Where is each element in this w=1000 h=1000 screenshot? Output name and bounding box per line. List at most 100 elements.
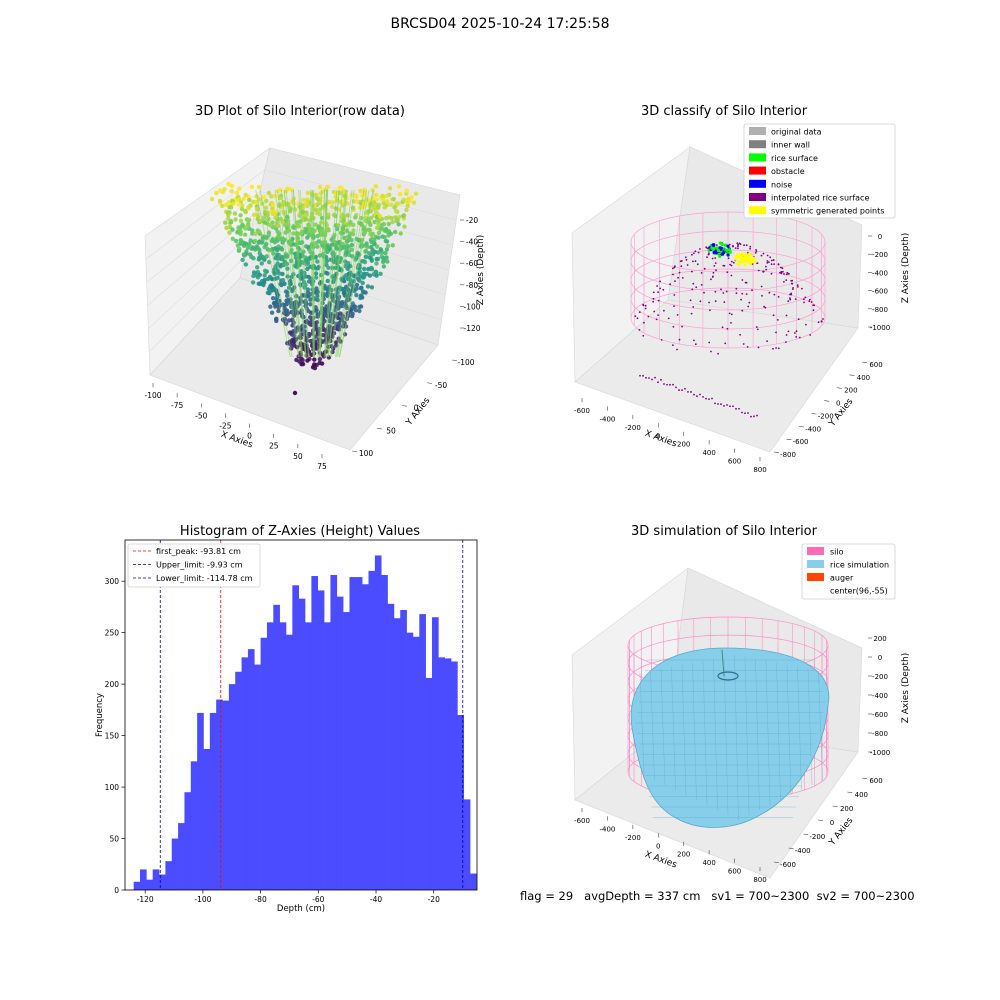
panel3-bar [343, 612, 350, 890]
panel1-y-tick-label: 0 [414, 404, 419, 413]
panel2-x-tick-label: 0 [656, 432, 660, 440]
panel4-x-tick-label: 0 [656, 842, 660, 850]
panel2-legend-swatch [749, 153, 766, 162]
panel3-x-tick-label: -60 [312, 895, 324, 904]
panel2-interp-point [715, 269, 717, 272]
panel2-interp-point [788, 273, 790, 275]
panel2-interp-point [672, 383, 674, 386]
panel1-point [269, 194, 274, 199]
panel2-symmetric-point [743, 253, 747, 257]
panel3-frame [124, 539, 478, 891]
panel2-interp-point [777, 263, 780, 265]
panel2-interp-point [687, 391, 689, 393]
panel2-y-tick-label: -400 [805, 425, 821, 433]
panel1-point [343, 263, 348, 269]
panel2-interp-point [735, 292, 738, 295]
panel2-symmetric-point [734, 257, 738, 261]
panel1-point [316, 239, 321, 244]
panel1-point [382, 205, 387, 210]
panel4-y-tick-label: -200 [809, 833, 825, 841]
panel2-interp-point [785, 314, 788, 317]
panel2-interp-point [787, 300, 790, 303]
panel3-bar [324, 622, 331, 890]
panel3-y-tick-label: 100 [105, 783, 120, 792]
panel4-mesh-line [786, 664, 792, 796]
panel2-interp-point [652, 291, 655, 294]
panel2-y-tick-label: 400 [857, 374, 870, 382]
panel2-interp-point [803, 301, 805, 304]
panel1-point [300, 358, 305, 363]
panel1-streak [280, 189, 302, 358]
panel2-symmetric-point [753, 260, 757, 264]
panel2-interp-point [744, 281, 747, 284]
panel1-point [275, 256, 280, 261]
panel4-z-tick-label: -200 [872, 673, 888, 681]
panel1-point [370, 231, 376, 237]
panel3-bar [266, 622, 274, 890]
panel2-interp-point [820, 320, 823, 323]
panel2-interp-point [651, 378, 653, 381]
panel2-z-tick-label: -800 [872, 306, 888, 314]
panel3-bar [178, 823, 185, 890]
panel1-point [349, 247, 354, 252]
panel3-x-tick-label: -20 [428, 895, 440, 904]
panel1-point [337, 185, 342, 190]
panel1-streak [276, 189, 300, 358]
panel4-z-tick-label: -1000 [870, 749, 890, 757]
panel1-point [352, 304, 358, 309]
panel1-point [313, 207, 319, 213]
panel2-interp-point [634, 315, 637, 317]
panel2-interp-point [699, 300, 702, 303]
panel3-bar [457, 715, 465, 890]
panel2-interp-point [678, 338, 681, 341]
panel4-legend-swatch [807, 547, 824, 555]
panel2-interp-point [798, 336, 801, 339]
panel2-interp-point [776, 319, 779, 321]
panel3-bar [374, 555, 382, 890]
panel4-z-tick-label: -400 [872, 692, 888, 700]
panel2-interp-point [714, 257, 717, 259]
panel1-streak [291, 189, 306, 358]
panel3-y-tick-label: 50 [109, 835, 119, 844]
panel1-point [315, 259, 320, 264]
panel2-interp-point [638, 311, 641, 314]
panel3-bar [165, 861, 173, 890]
panel3-bar [171, 838, 179, 890]
panel2-interp-point [714, 290, 717, 293]
panel1-point [257, 247, 262, 253]
panel2-interp-point [696, 395, 698, 398]
panel3-bar [451, 661, 458, 890]
panel1-point [223, 202, 229, 207]
panel1-point [371, 205, 377, 211]
panel1-point [390, 219, 395, 225]
panel1-point [314, 275, 319, 280]
panel1-point [386, 221, 391, 227]
panel1-point [312, 365, 318, 371]
panel3-bar [419, 614, 426, 890]
panel3-bar [431, 617, 439, 890]
footer-avg-depth: avgDepth = 337 cm [584, 889, 701, 903]
panel2-interp-point [676, 314, 679, 316]
panel1-point [245, 245, 251, 250]
panel3-legend-label: first_peak: -93.81 cm [156, 547, 241, 556]
panel1-y-tick [351, 450, 357, 452]
panel2-interp-point [672, 267, 674, 270]
panel1-x-tick-label: 50 [293, 452, 303, 461]
panel1-point [374, 261, 379, 266]
panel3-bar [260, 637, 268, 890]
panel2-legend-label: obstacle [771, 167, 805, 176]
panel1-point [411, 200, 417, 205]
footer-sv2: sv2 = 700~2300 [816, 889, 915, 903]
panel2-interp-point [710, 278, 712, 281]
panel2-interp-point [812, 309, 815, 312]
panel1-point [340, 245, 345, 250]
panel2-legend-frame [743, 123, 896, 219]
panel1-point [383, 238, 388, 244]
panel1-point [286, 318, 292, 323]
panel2-interp-point [766, 260, 769, 262]
panel2-interp-point [723, 265, 726, 267]
panel1-point [404, 191, 409, 196]
panel2-interp-point [727, 257, 730, 260]
panel1-streak [312, 189, 315, 358]
panel2-cluster-point [728, 250, 732, 254]
